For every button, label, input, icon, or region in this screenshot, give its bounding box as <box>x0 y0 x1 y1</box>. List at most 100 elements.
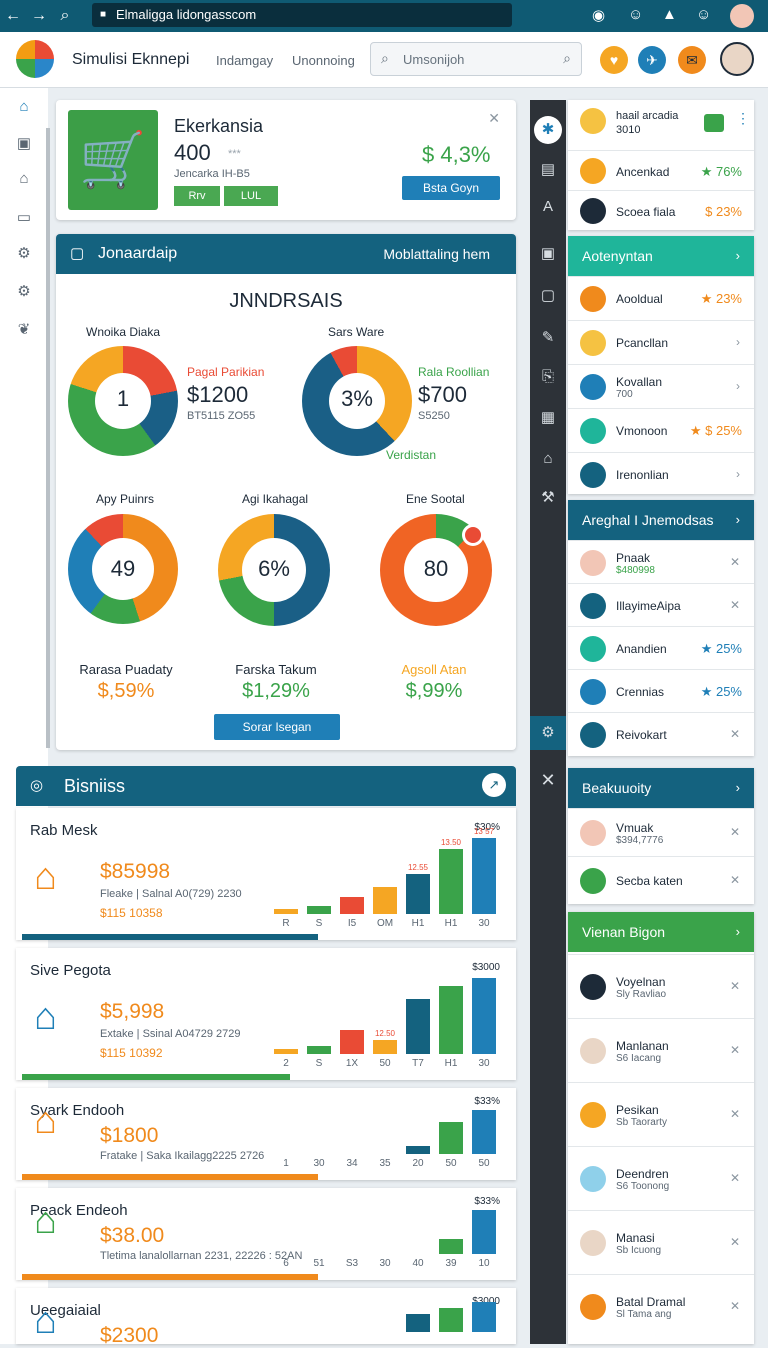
scrollbar[interactable] <box>46 128 50 748</box>
list-item[interactable]: Reivokart ✕ <box>568 712 754 755</box>
more-icon[interactable]: ⋮ <box>736 110 750 126</box>
close-icon[interactable]: ✕ <box>729 597 740 612</box>
close-icon[interactable]: ✕ <box>729 1299 740 1313</box>
nav-link-2[interactable]: Unonnoing <box>292 53 355 68</box>
sort-button[interactable]: Sorar Isegan <box>214 714 340 740</box>
bar <box>340 1029 364 1054</box>
chevron-right-icon[interactable]: › <box>735 924 740 939</box>
close-icon[interactable]: ✕ <box>729 873 740 887</box>
chevron-right-icon[interactable]: › <box>735 248 740 263</box>
leaf-icon[interactable]: ❦ <box>17 321 31 338</box>
search-icon[interactable]: ⌕ <box>60 7 70 24</box>
box-icon[interactable]: ▣ <box>16 135 32 152</box>
home-icon[interactable]: ⌂ <box>543 450 553 467</box>
gear-icon[interactable]: ⚙ <box>530 716 566 750</box>
tick-label: 50 <box>445 1158 457 1169</box>
list-item[interactable]: Irenonlian › <box>568 452 754 496</box>
close-icon[interactable]: ✕ <box>729 1107 740 1121</box>
list-item[interactable]: Kovallan 700 › <box>568 364 754 408</box>
list-item[interactable]: Manlanan S6 Iacang ✕ <box>568 1018 754 1082</box>
list-item[interactable]: Batal Dramal Sl Tama ang ✕ <box>568 1274 754 1338</box>
heart-icon[interactable]: ♥ <box>600 46 628 74</box>
home-icon[interactable]: ⌂ <box>19 98 29 115</box>
url-bar[interactable]: ■ Elmaligga lidongasscom <box>92 3 512 27</box>
card-title: Aotenyntan <box>582 248 653 264</box>
donut-chart-5 <box>380 514 492 626</box>
close-icon[interactable]: › <box>736 467 740 481</box>
list-item[interactable]: Vmonoon ★ $ 25% <box>568 408 754 452</box>
inbox-icon[interactable]: ▣ <box>540 245 556 262</box>
chevron-right-icon[interactable]: › <box>735 512 740 527</box>
list-item[interactable]: Anandien ★ 25% <box>568 626 754 669</box>
list-item[interactable]: Scoea fiala $ 23% <box>568 190 754 230</box>
list-item[interactable]: IllayimeAipa ✕ <box>568 583 754 626</box>
business-header: ◎ Bisniiss ↗ <box>16 766 516 806</box>
book-icon[interactable] <box>704 114 724 132</box>
edit-icon[interactable]: ✎ <box>541 329 555 346</box>
tools-icon[interactable]: ⚒ <box>541 489 555 506</box>
chevron-right-icon[interactable]: › <box>735 780 740 795</box>
list-item[interactable]: Pesikan Sb Taorarty ✕ <box>568 1082 754 1146</box>
tick-label: 35 <box>379 1158 391 1169</box>
grid-icon[interactable]: ▦ <box>540 409 556 426</box>
close-icon[interactable]: ✕ <box>488 110 500 126</box>
plane-icon[interactable]: ✈ <box>638 46 666 74</box>
house-icon[interactable]: ⌂ <box>19 170 29 187</box>
close-icon[interactable]: ✕ <box>729 979 740 993</box>
close-icon[interactable]: ✕ <box>729 1043 740 1057</box>
list-item[interactable]: Crennias ★ 25% <box>568 669 754 712</box>
close-icon[interactable]: ✕ <box>729 825 740 839</box>
close-icon[interactable]: ✕ <box>729 726 740 741</box>
file-icon[interactable]: ▭ <box>16 209 32 226</box>
callout2-label: Rala Roollian <box>418 365 490 379</box>
shield-icon[interactable]: ◉ <box>592 7 606 24</box>
tick-label: 40 <box>412 1258 424 1269</box>
list-item[interactable]: Pnaak $480998 ✕ <box>568 540 754 583</box>
star-icon[interactable]: ✱ <box>534 116 562 144</box>
list-item[interactable]: Aooldual ★ 23% <box>568 276 754 320</box>
summary-tag-2[interactable]: LUL <box>224 186 278 206</box>
list-item[interactable]: Deendren S6 Toonong ✕ <box>568 1146 754 1210</box>
notification-icon[interactable]: ✉ <box>678 46 706 74</box>
list-item[interactable]: Voyelnan Sly Ravliao ✕ <box>568 954 754 1018</box>
search-box[interactable]: ⌕ Umsonijoh ⌕ <box>370 42 582 76</box>
list-item[interactable]: Pcancllan › <box>568 320 754 364</box>
user-icon[interactable]: ☺ <box>628 6 644 23</box>
close-icon[interactable]: ✕ <box>729 1171 740 1185</box>
bookmark-icon[interactable]: ⎘ <box>541 368 554 385</box>
alert-icon[interactable]: ▲ <box>662 6 677 23</box>
summary-button[interactable]: Bsta Goyn <box>402 176 500 200</box>
user-avatar[interactable] <box>720 42 754 76</box>
smile-icon[interactable]: ☺ <box>696 6 712 23</box>
list-item[interactable]: Vmuak $394,7776 ✕ <box>568 808 754 856</box>
gear-icon[interactable]: ⚙ <box>17 245 31 262</box>
settings-icon[interactable]: ⚙ <box>17 283 31 300</box>
forward-icon[interactable]: → <box>31 7 47 24</box>
close-icon[interactable]: › <box>736 379 740 393</box>
camera-icon[interactable]: ▢ <box>540 287 556 304</box>
summary-tag-1[interactable]: Rrv <box>174 186 220 206</box>
callout2-foot: Verdistan <box>386 448 437 462</box>
back-icon[interactable]: ← <box>5 7 21 24</box>
close-icon[interactable]: › <box>736 335 740 349</box>
list-item[interactable]: Secba katen ✕ <box>568 856 754 904</box>
close-icon[interactable]: ✕ <box>729 1235 740 1249</box>
close-icon[interactable]: ✕ <box>540 770 556 790</box>
bar-chart <box>270 1302 500 1332</box>
list-item[interactable]: Ancenkad ★ 76% <box>568 150 754 190</box>
kpi-value-1: $,59% <box>97 680 155 702</box>
nav-link-1[interactable]: Indamgay <box>216 53 274 68</box>
search-submit-icon[interactable]: ⌕ <box>563 50 571 66</box>
profile-avatar[interactable] <box>730 4 754 28</box>
business-card: Sive Pegota ⌂ $5,998 Extake | Ssinal A04729… <box>16 948 516 1080</box>
row-label: Manasi <box>616 1231 655 1245</box>
business-sub: $115 10392 <box>100 1046 163 1060</box>
trend-icon[interactable]: ↗ <box>482 773 506 797</box>
list-item[interactable]: Manasi Sb Icuong ✕ <box>568 1210 754 1274</box>
panel-header-link[interactable]: Moblattaling hem <box>383 246 490 262</box>
text-icon[interactable]: A <box>542 198 553 215</box>
layout-icon[interactable]: ▤ <box>540 161 556 178</box>
row-sub: Sly Ravliao <box>616 989 667 1000</box>
business-price: $5,998 <box>100 1000 165 1023</box>
close-icon[interactable]: ✕ <box>729 554 740 569</box>
